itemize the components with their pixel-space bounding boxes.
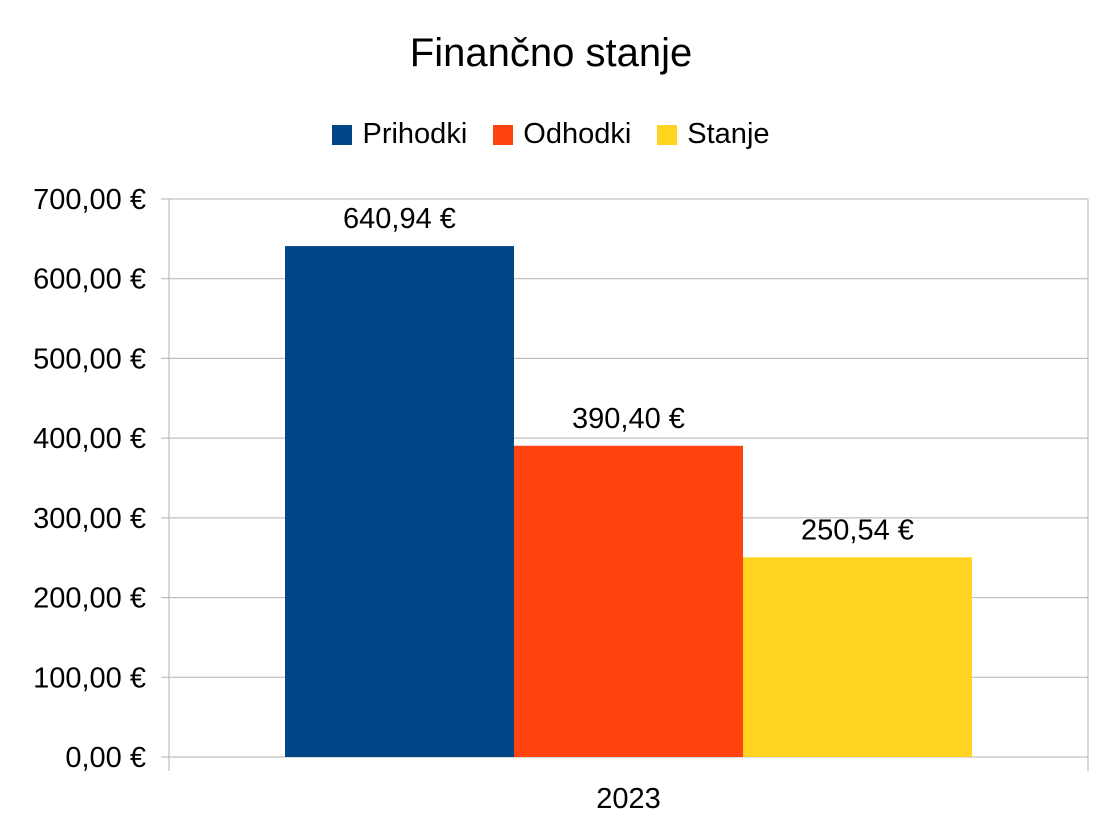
legend-swatch	[493, 124, 514, 145]
x-tick-label: 2023	[596, 783, 661, 815]
y-tick-label: 200,00 €	[33, 583, 146, 615]
legend-swatch	[332, 124, 353, 145]
bars	[285, 246, 972, 757]
legend: Prihodki Odhodki Stanje	[0, 118, 1102, 151]
y-tick-label: 300,00 €	[33, 503, 146, 535]
y-tick-label: 100,00 €	[33, 662, 146, 694]
y-tick-label: 400,00 €	[33, 423, 146, 455]
legend-entry-stanje: Stanje	[657, 118, 770, 151]
data-label-odhodki: 390,40 €	[572, 403, 685, 435]
legend-swatch	[657, 124, 678, 145]
legend-entry-prihodki: Prihodki	[332, 118, 467, 151]
bar-prihodki	[285, 246, 514, 757]
legend-entry-odhodki: Odhodki	[493, 118, 631, 151]
chart-title: Finančno stanje	[409, 31, 693, 75]
data-label-stanje: 250,54 €	[801, 514, 914, 546]
legend-label: Odhodki	[523, 118, 632, 150]
bar-stanje	[743, 557, 972, 757]
y-tick-label: 600,00 €	[33, 264, 146, 296]
legend-label: Prihodki	[362, 118, 468, 150]
y-tick-label: 500,00 €	[33, 343, 146, 375]
y-tick-label: 0,00 €	[65, 742, 146, 774]
bar-odhodki	[514, 445, 743, 757]
data-label-prihodki: 640,94 €	[343, 203, 456, 235]
data-labels: 640,94 € 390,40 € 250,54 €	[343, 203, 914, 546]
y-tick-label: 700,00 €	[33, 184, 146, 216]
legend-label: Stanje	[687, 118, 770, 150]
axes: 0,00 € 100,00 € 200,00 € 300,00 € 400,00 € 50…	[33, 184, 1089, 815]
